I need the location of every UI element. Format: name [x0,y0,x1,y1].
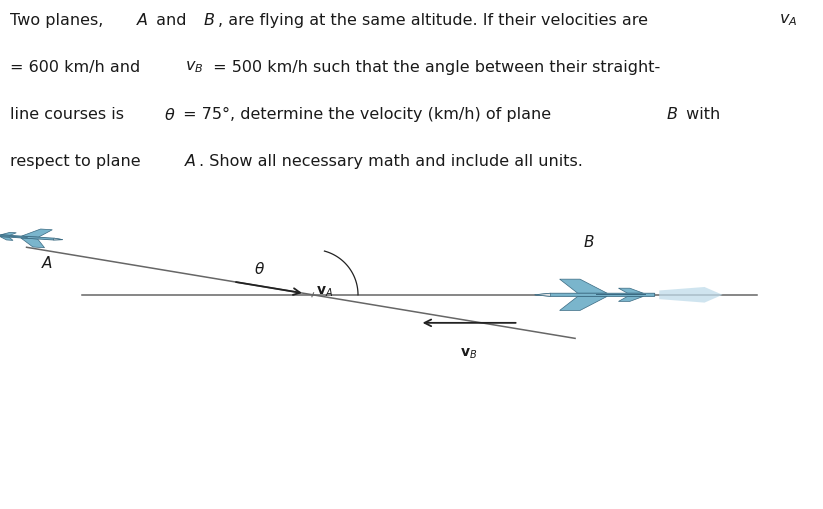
Text: = 500 km/h such that the angle between their straight-: = 500 km/h such that the angle between t… [208,60,661,74]
Text: A: A [137,13,148,27]
Polygon shape [560,297,607,311]
Text: respect to plane: respect to plane [10,153,146,168]
Text: with: with [681,106,720,121]
Text: $\mathbf{v}_B$: $\mathbf{v}_B$ [461,346,477,360]
Text: B: B [584,235,593,249]
Text: $\mathbf{v}_A$: $\mathbf{v}_A$ [316,284,333,299]
Polygon shape [618,289,644,294]
Text: B: B [667,106,677,121]
Polygon shape [0,236,28,238]
Text: line courses is: line courses is [10,106,129,121]
Polygon shape [535,294,655,297]
Polygon shape [21,238,44,248]
Text: and: and [151,13,192,27]
Text: A: A [185,153,196,168]
Text: = 75°, determine the velocity (km/h) of plane: = 75°, determine the velocity (km/h) of … [179,106,556,121]
Text: . Show all necessary math and include all units.: . Show all necessary math and include al… [199,153,584,168]
Text: , are flying at the same altitude. If their velocities are: , are flying at the same altitude. If th… [218,13,653,27]
Text: B: B [203,13,215,27]
Polygon shape [560,279,607,294]
Polygon shape [535,294,551,297]
Text: Two planes,: Two planes, [10,13,109,27]
Text: = 600 km/h and: = 600 km/h and [10,60,145,74]
Polygon shape [659,288,723,303]
Text: A: A [41,256,52,270]
Text: $v_B$: $v_B$ [184,60,203,75]
Polygon shape [596,295,645,296]
Polygon shape [53,239,63,240]
Polygon shape [21,230,53,238]
Text: $v_A$: $v_A$ [779,13,797,29]
Text: $\theta$: $\theta$ [253,261,265,277]
Polygon shape [618,297,644,302]
Polygon shape [0,235,63,240]
Text: $\theta$: $\theta$ [164,106,175,122]
Polygon shape [1,233,16,236]
Polygon shape [0,237,13,241]
